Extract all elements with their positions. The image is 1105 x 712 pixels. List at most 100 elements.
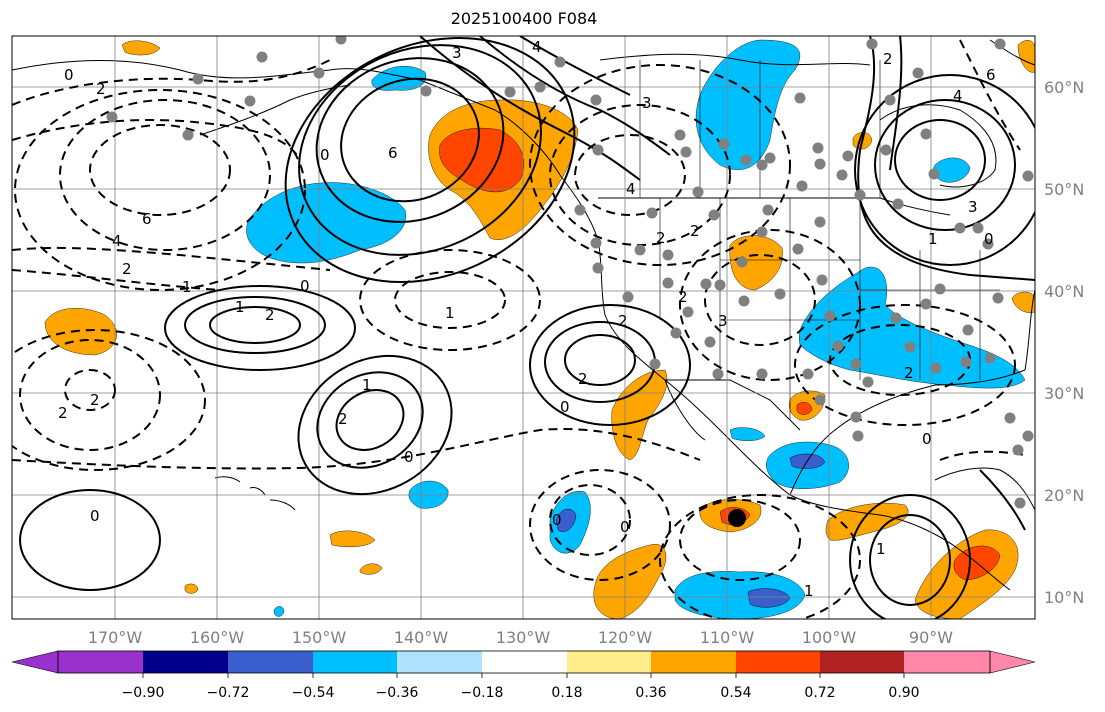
contour-label: 1 [235,298,245,316]
colorbar-segment [736,651,820,673]
contour-high-california-1 [564,334,636,386]
contour-label: 2 [678,288,688,306]
contour-high-canada-east-3 [854,74,1035,266]
contour-dash-east [959,39,1021,151]
contour-label: 1 [445,304,455,322]
contour-label: 6 [388,144,398,162]
contour-high-west-pacific-3 [164,285,356,371]
lat-label: 50°N [1044,180,1084,199]
contour-high-tropical-2 [869,514,951,606]
contour-high-gulf-alaska-3 [298,44,542,256]
shade-orange-small [184,583,199,594]
border-us-canada [598,197,951,216]
contour-high-west-pacific-2 [184,296,326,354]
colorbar-tick-label: 0.72 [804,685,835,701]
contour-low-tropics-3 [679,499,801,581]
contour-label: 0 [90,507,100,525]
contour-label: 3 [642,94,652,112]
contour-band-east-1 [857,36,1035,281]
contour-high-gulf-alaska-1 [340,77,480,203]
canada-provinces [639,60,881,198]
contour-label: 2 [122,260,132,278]
contour-low-midwest-1 [704,254,816,346]
shade-orange-hawaii-1 [329,530,376,548]
contour-label: 2 [656,229,666,247]
colorbar-segment [397,651,482,673]
contour-high-central-1 [335,389,405,451]
storm-marker [728,509,746,527]
coast-baja [664,379,706,441]
contour-band-north-1 [419,36,641,181]
lon-label: 90°W [909,628,953,647]
contour-low-canada-1 [574,134,686,216]
lon-label: 150°W [292,628,347,647]
lat-label: 60°N [1044,78,1084,97]
lon-label: 110°W [700,628,755,647]
contour-band-east-2 [889,36,903,171]
lon-label: 170°W [88,628,143,647]
coast-alaska [12,60,561,176]
contour-label: 0 [300,277,310,295]
contour-label: 1 [804,582,814,600]
contour-label: 1 [876,540,886,558]
contour-high-canada-east-2 [874,99,1016,231]
contour-label: 2 [96,80,106,98]
station-markers [106,36,1034,509]
colorbar-segment [482,651,567,673]
contour-high-gulf-alaska-2 [315,57,505,223]
contour-label: 4 [626,180,636,198]
colorbar-segment [567,651,651,673]
coast-gulf [789,369,1026,496]
contour-dash-long-4 [12,269,221,291]
shade-blue-small-island [273,606,285,617]
lat-label: 40°N [1044,282,1084,301]
coast-hawaii [214,476,296,511]
colorbar: −0.90 −0.72 −0.54 −0.36 −0.18 0.18 0.36 … [11,650,1036,701]
lon-label: 100°W [802,628,857,647]
shade-orange-montana [729,235,783,291]
contour-label: 2 [690,222,700,240]
lat-label: 10°N [1044,588,1084,607]
contour-label: 1 [182,278,192,296]
contour-label: 6 [986,66,996,84]
contour-low-west-2 [19,339,161,451]
contour-label: 0 [64,66,74,84]
colorbar-extend-low [11,650,59,674]
contour-label: 1 [362,376,372,394]
contour-label: 4 [953,87,963,105]
lat-label: 30°N [1044,384,1084,403]
shade-orange-west-pacific [44,308,117,356]
contour-label: 0 [620,518,630,536]
contour-low-nw-pacific-1 [89,124,231,216]
contour-label: 2 [265,306,275,324]
contour-low-nw-pacific-3 [14,89,306,291]
contour-label: 0 [560,398,570,416]
colorbar-segment [313,651,397,673]
contour-band-north-3 [519,36,631,96]
contour-low-pacific-east-2 [359,249,541,351]
contour-label: 6 [142,210,152,228]
colorbar-segment [820,651,904,673]
contour-label: 2 [618,312,628,330]
colorbar-tick-label: 0.36 [635,685,666,701]
colorbar-segment [58,651,143,673]
contour-label: 2 [338,410,348,428]
contour-label: 0 [984,230,994,248]
colorbar-tick-label: −0.36 [376,685,419,701]
latitude-labels: 60°N 50°N 40°N 30°N 20°N 10°N [1044,78,1084,607]
contour-label: 2 [578,370,588,388]
colorbar-segment [651,651,736,673]
shade-orange-hawaii-2 [359,563,383,575]
coast-aleutians [199,84,351,136]
contour-high-tropical-3 [849,494,971,619]
coast-yucatan [934,467,1035,511]
longitude-labels: 170°W 160°W 150°W 140°W 130°W 120°W 110°… [88,628,953,647]
colorbar-extend-high [989,650,1036,674]
shade-orange-great-lakes [1011,291,1035,313]
colorbar-tick-label: −0.18 [461,685,504,701]
lon-label: 120°W [598,628,653,647]
contour-low-tropics-2 [529,469,671,581]
colorbar-tick-label: −0.54 [292,685,335,701]
contour-label: 4 [112,232,122,250]
